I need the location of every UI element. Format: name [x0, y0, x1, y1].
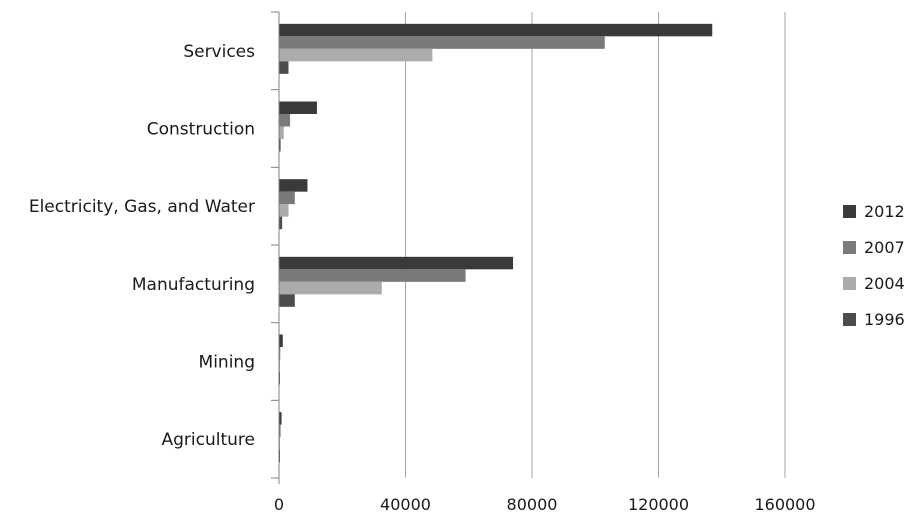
bar-series-group — [279, 23, 713, 463]
bar-1996-3 — [279, 216, 283, 230]
gridlines — [405, 12, 786, 478]
x-tick-label: 40000 — [380, 495, 431, 514]
bar-1996-2 — [279, 294, 295, 307]
legend-swatch-2012 — [843, 205, 856, 218]
category-label: Services — [183, 42, 255, 62]
bar-2012-0 — [279, 412, 282, 425]
bar-2004-4 — [279, 126, 284, 139]
x-tick-label: 0 — [274, 495, 284, 514]
legend-label: 2012 — [864, 202, 905, 221]
category-label: Mining — [199, 353, 255, 373]
category-labels: Agriculture Mining Manufacturing Electricit… — [29, 42, 255, 450]
category-label: Electricity, Gas, and Water — [29, 197, 255, 217]
legend-label: 1996 — [864, 310, 905, 329]
legend: 2012 2007 2004 1996 — [843, 202, 905, 329]
bar-2007-4 — [279, 114, 291, 127]
bar-2012-5 — [279, 23, 713, 37]
legend-swatch-2007 — [843, 241, 856, 254]
axes — [271, 11, 280, 484]
bar-2007-3 — [279, 191, 295, 205]
bar-2012-1 — [279, 334, 283, 347]
bar-2007-5 — [279, 36, 605, 49]
bar-2004-5 — [279, 48, 433, 62]
legend-label: 2004 — [864, 274, 905, 293]
legend-swatch-2004 — [843, 277, 856, 290]
bar-2012-2 — [279, 256, 514, 270]
bar-2004-2 — [279, 281, 382, 295]
bar-2007-2 — [279, 269, 466, 282]
legend-swatch-1996 — [843, 313, 856, 326]
x-tick-label: 80000 — [507, 495, 558, 514]
bar-2007-1 — [279, 347, 281, 360]
bar-2004-3 — [279, 204, 289, 217]
x-tick-label: 120000 — [628, 495, 689, 514]
legend-label: 2007 — [864, 238, 905, 257]
bar-2012-3 — [279, 179, 308, 192]
x-tick-label: 160000 — [754, 495, 815, 514]
category-label: Construction — [147, 120, 255, 140]
category-label: Agriculture — [162, 430, 256, 450]
bar-1996-4 — [279, 139, 281, 152]
bar-2012-4 — [279, 101, 317, 114]
bar-1996-5 — [279, 61, 289, 74]
category-label: Manufacturing — [132, 275, 255, 295]
x-tick-labels: 0 40000 80000 120000 160000 — [274, 495, 816, 514]
bar-2007-0 — [279, 424, 281, 438]
